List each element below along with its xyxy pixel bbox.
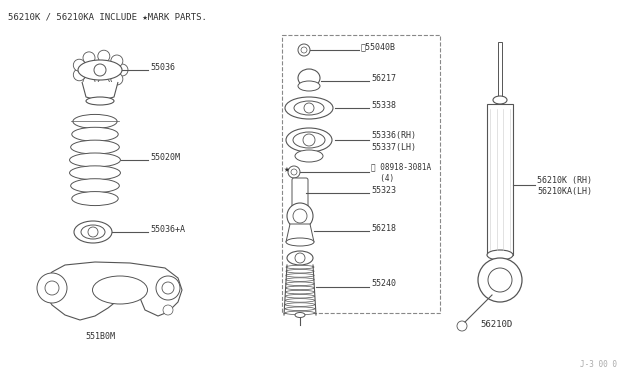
Text: 55036: 55036 [150,62,175,71]
Circle shape [301,47,307,53]
Ellipse shape [70,166,120,180]
Ellipse shape [285,286,314,290]
Text: 55240: 55240 [371,279,396,288]
Polygon shape [286,224,314,242]
Ellipse shape [285,299,315,302]
Text: 551B0M: 551B0M [85,332,115,341]
Ellipse shape [70,179,119,193]
Circle shape [37,273,67,303]
Ellipse shape [285,303,315,307]
Circle shape [74,59,85,71]
Text: 55020M: 55020M [150,153,180,161]
Circle shape [162,282,174,294]
Text: ⁘55040B: ⁘55040B [361,42,396,51]
Text: 56210K (RH): 56210K (RH) [537,176,592,185]
Ellipse shape [295,312,305,317]
Ellipse shape [293,132,325,148]
Text: 56210KA(LH): 56210KA(LH) [537,186,592,196]
Circle shape [45,281,59,295]
Ellipse shape [286,274,314,277]
Ellipse shape [493,96,507,104]
Ellipse shape [81,225,105,239]
Circle shape [116,64,128,76]
Bar [487,104,513,255]
Ellipse shape [285,278,314,281]
Text: 56217: 56217 [371,74,396,83]
Ellipse shape [286,269,314,273]
Text: 56218: 56218 [371,224,396,232]
Circle shape [74,69,85,81]
Ellipse shape [285,97,333,119]
Ellipse shape [286,128,332,152]
Text: ★: ★ [284,164,290,174]
Ellipse shape [93,276,147,304]
Circle shape [163,305,173,315]
FancyBboxPatch shape [292,178,308,208]
Ellipse shape [285,295,315,298]
Ellipse shape [285,290,314,294]
Circle shape [111,55,123,67]
Ellipse shape [78,60,122,80]
Circle shape [295,253,305,263]
Circle shape [478,258,522,302]
Text: 55036+A: 55036+A [150,224,185,234]
Ellipse shape [285,311,315,315]
Text: 55323: 55323 [371,186,396,195]
Ellipse shape [285,307,315,311]
Circle shape [111,73,123,85]
Text: J-3 00 0: J-3 00 0 [580,360,617,369]
Ellipse shape [295,150,323,162]
Ellipse shape [73,115,117,128]
Circle shape [298,44,310,56]
Circle shape [304,103,314,113]
Text: 55338: 55338 [371,100,396,109]
Circle shape [293,209,307,223]
Circle shape [156,276,180,300]
Circle shape [488,268,512,292]
Ellipse shape [74,221,112,243]
Ellipse shape [70,140,119,154]
Ellipse shape [287,251,313,265]
Ellipse shape [487,250,513,260]
Ellipse shape [286,238,314,246]
Text: Ⓝ 08918-3081A: Ⓝ 08918-3081A [371,163,431,171]
Ellipse shape [286,265,314,269]
Text: 55337(LH): 55337(LH) [371,142,416,151]
Ellipse shape [298,81,320,91]
Circle shape [457,321,467,331]
Circle shape [83,52,95,64]
Ellipse shape [285,282,314,286]
Text: 55336(RH): 55336(RH) [371,131,416,140]
Circle shape [88,227,98,237]
Ellipse shape [298,69,320,87]
Ellipse shape [72,192,118,206]
Circle shape [287,203,313,229]
Polygon shape [82,82,118,101]
Text: 56210D: 56210D [480,320,512,329]
Circle shape [83,76,95,88]
Circle shape [98,78,110,90]
Bar [498,42,502,100]
Ellipse shape [72,127,118,141]
Text: 56210K / 56210KA INCLUDE ★MARK PARTS.: 56210K / 56210KA INCLUDE ★MARK PARTS. [8,12,207,21]
Bar [282,35,440,313]
Circle shape [288,166,300,178]
Circle shape [303,134,315,146]
Circle shape [98,50,110,62]
Ellipse shape [70,153,120,167]
Circle shape [94,64,106,76]
Polygon shape [44,262,182,320]
Ellipse shape [294,101,324,115]
Ellipse shape [86,97,114,105]
Circle shape [291,169,297,175]
Text: (4): (4) [371,173,394,183]
